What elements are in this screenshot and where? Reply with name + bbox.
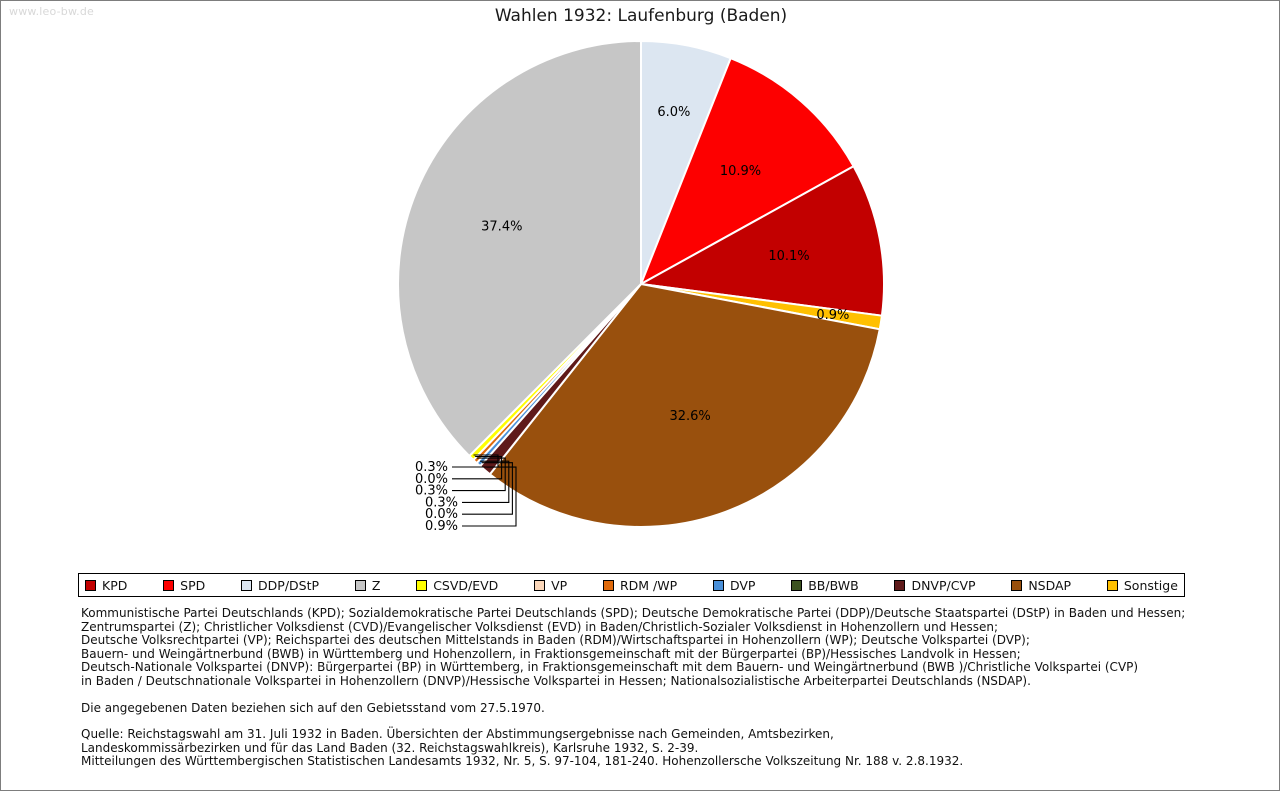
legend-swatch-icon <box>416 579 428 591</box>
territory-note: Die angegebenen Daten beziehen sich auf … <box>81 700 545 715</box>
footnote-block: Kommunistische Partei Deutschlands (KPD)… <box>81 606 1221 769</box>
slice-value-label: 10.1% <box>768 249 809 264</box>
pie-slices <box>397 39 885 528</box>
legend-label: VP <box>551 577 568 593</box>
legend-label: DDP/DStP <box>258 577 320 593</box>
source-note-line: Mitteilungen des Württembergischen Stati… <box>81 754 964 769</box>
legend-swatch-icon <box>1011 579 1023 591</box>
party-note-line: Kommunistische Partei Deutschlands (KPD)… <box>81 606 1186 620</box>
slice-leader-line <box>462 462 513 515</box>
slice-leader-label: 0.9% <box>425 519 458 534</box>
legend-item-csvd-evd[interactable]: CSVD/EVD <box>416 578 498 593</box>
slice-leader-line <box>462 460 510 503</box>
slice-leader-label: 0.3% <box>415 460 448 475</box>
legend-item-vp[interactable]: VP <box>534 578 567 593</box>
legend-swatch-icon <box>241 579 253 591</box>
slice-value-label: 10.9% <box>720 164 761 179</box>
legend-swatch-icon <box>712 579 724 591</box>
legend-item-bb-bwb[interactable]: BB/BWB <box>791 577 859 593</box>
site-watermark: www.leo-bw.de <box>9 5 95 18</box>
legend-label: DNVP/CVP <box>911 577 976 593</box>
pie-leader-lines: 0.3%0.0%0.3%0.3%0.0%0.9% <box>415 454 517 534</box>
slice-value-label: 37.4% <box>481 219 522 234</box>
slice-leader-line <box>462 466 517 527</box>
legend-swatch-icon <box>791 579 803 591</box>
slice-leader-label: 0.0% <box>425 507 458 522</box>
pie-slice-z[interactable] <box>397 39 642 458</box>
legend-item-z[interactable]: Z <box>354 577 381 593</box>
legend-swatch-icon <box>163 579 175 591</box>
legend-label: Sonstige <box>1123 577 1178 593</box>
legend-item-dnvp-cvp[interactable]: DNVP/CVP <box>894 577 976 593</box>
legend-swatch-icon <box>354 579 366 591</box>
chart-legend: KPD SPD DDP/DStP Z CSVD/EVD VP RDM /WP DVP BB/BW… <box>78 573 1185 597</box>
slice-leader-label: 0.3% <box>415 484 448 499</box>
pie-slice-kpd[interactable] <box>637 164 885 317</box>
page-title: Wahlen 1932: Laufenburg (Baden) <box>494 6 788 26</box>
legend-swatch-icon <box>534 579 546 591</box>
pie-chart-svg: 6.0%10.9%10.1%0.9%32.6%37.4% 0.3%0.0%0.3… <box>397 39 885 534</box>
legend-label: RDM /WP <box>619 577 678 593</box>
party-note-line: Deutsch-Nationale Volkspartei (DNVP): Bü… <box>81 660 1139 675</box>
slice-value-label: 32.6% <box>669 409 710 424</box>
pie-chart-area: 6.0% 10.9% 10.1% 0.9% 32.6% 37.4% 0.3% 0.0% 0.3… <box>1 29 1279 549</box>
legend-swatch-icon <box>85 579 96 591</box>
legend-item-sonstige[interactable]: Sonstige <box>1106 577 1178 593</box>
slice-leader-line <box>452 457 506 492</box>
legend-item-ddp-dstp[interactable]: DDP/DStP <box>241 578 319 593</box>
party-note-line: Bauern- und Weingärtnerbund (BWB) in Wür… <box>81 646 1021 661</box>
legend-item-spd[interactable]: SPD <box>163 578 205 593</box>
legend-item-nsdap[interactable]: NSDAP <box>1011 578 1071 593</box>
legend-item-rdm-wp[interactable]: RDM /WP <box>602 577 678 593</box>
party-note-line: in Baden / Deutschnationale Volkspartei … <box>81 673 1031 688</box>
source-note-line: Quelle: Reichstagswahl am 31. Juli 1932 … <box>81 727 834 742</box>
legend-item-dvp[interactable]: DVP <box>712 577 756 593</box>
legend-label: CSVD/EVD <box>433 577 499 593</box>
spacer <box>81 689 1221 702</box>
legend-label: NSDAP <box>1028 577 1072 593</box>
party-note-line: Zentrumspartei (Z); Christlicher Volksdi… <box>81 619 999 634</box>
legend-label: SPD <box>180 577 206 593</box>
slice-value-label: 0.9% <box>816 308 849 323</box>
party-abbreviation-notes: Kommunistische Partei Deutschlands (KPD)… <box>81 606 1221 689</box>
party-note-line: Deutsche Volksrechtpartei (VP); Reichspa… <box>81 633 1030 648</box>
pie-slice-spd[interactable] <box>639 56 855 287</box>
legend-label: BB/BWB <box>808 577 859 593</box>
legend-swatch-icon <box>1106 579 1118 591</box>
source-notes: Quelle: Reichstagswahl am 31. Juli 1932 … <box>81 728 1221 769</box>
slice-value-label: 6.0% <box>657 105 690 120</box>
legend-item-kpd[interactable]: KPD <box>85 578 127 593</box>
legend-label: KPD <box>102 577 128 593</box>
legend-label: DVP <box>729 577 756 593</box>
pie-value-labels: 6.0% 10.9% 10.1% 0.9% 32.6% 37.4% <box>481 105 849 424</box>
source-note-line: Landeskommissärbezirken und für das Land… <box>81 740 699 755</box>
legend-label: Z <box>371 577 381 593</box>
slice-leader-label: 0.0% <box>415 472 448 487</box>
legend-swatch-icon <box>894 579 906 591</box>
slice-leader-label: 0.3% <box>425 495 458 510</box>
legend-swatch-icon <box>602 579 614 591</box>
pie-slice-nsdap[interactable] <box>488 282 881 528</box>
